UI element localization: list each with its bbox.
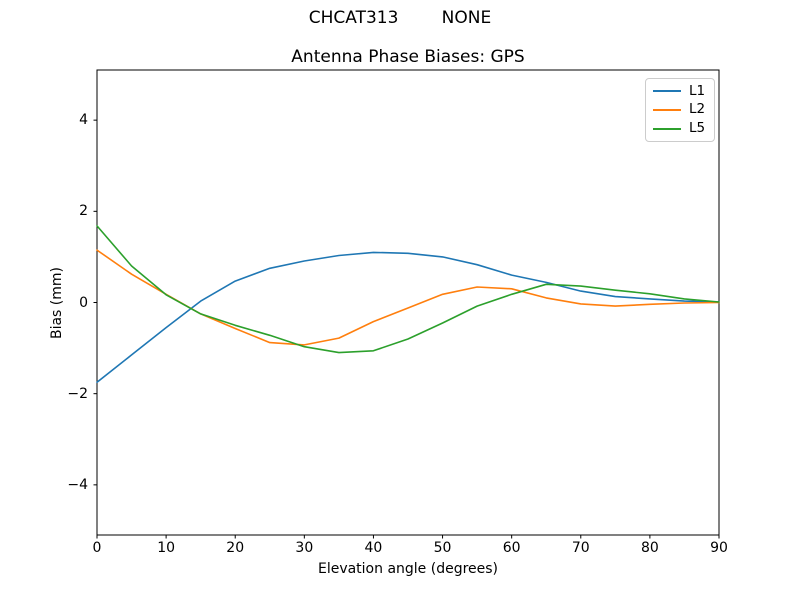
axes-spines — [96, 69, 720, 536]
legend-line-swatch-l2 — [653, 108, 681, 111]
series-line-L5 — [96, 225, 720, 354]
x-tick-label: 0 — [92, 540, 102, 556]
y-axis-label: Bias (mm) — [49, 266, 65, 340]
x-tick-label: 80 — [640, 540, 659, 556]
figure-suptitle: CHCAT313 NONE — [308, 8, 492, 28]
legend-item-l2: L2 — [653, 102, 707, 117]
x-tick-label: 60 — [502, 540, 521, 556]
x-tick-label: 50 — [433, 540, 452, 556]
legend-line-swatch-l5 — [653, 127, 681, 130]
chart-title: Antenna Phase Biases: GPS — [291, 47, 525, 67]
legend: L1 L2 L5 — [645, 78, 715, 142]
x-tick-label: 40 — [364, 540, 383, 556]
legend-label-l2: L2 — [689, 101, 706, 118]
series-line-L1 — [96, 251, 720, 384]
y-tick-label: −2 — [67, 385, 88, 402]
legend-label-l1: L1 — [689, 82, 706, 99]
y-tick-label: 0 — [79, 294, 88, 311]
legend-label-l5: L5 — [689, 120, 706, 137]
y-tick-label: 2 — [79, 203, 88, 220]
legend-item-l1: L1 — [653, 82, 707, 99]
legend-line-swatch-l1 — [653, 90, 681, 93]
x-tick-label: 10 — [157, 540, 176, 556]
x-tick-label: 30 — [295, 540, 314, 556]
x-tick-label: 70 — [571, 540, 590, 556]
x-tick-label: 90 — [710, 540, 728, 556]
y-tick-label: 4 — [79, 112, 88, 129]
y-tick-label: −4 — [67, 476, 88, 493]
x-tick-label: 20 — [226, 540, 245, 556]
legend-item-l5: L5 — [653, 121, 707, 136]
x-axis-label: Elevation angle (degrees) — [317, 561, 499, 577]
